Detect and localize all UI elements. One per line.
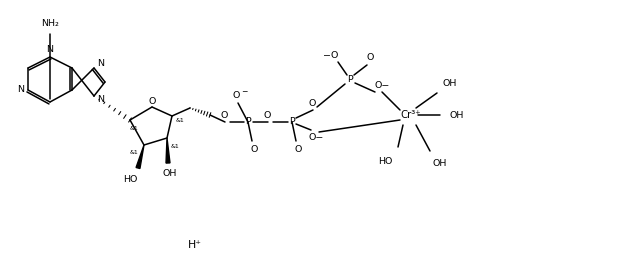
Text: O−: O− — [374, 81, 390, 90]
Text: N: N — [17, 86, 25, 95]
Text: OH: OH — [163, 169, 177, 178]
Text: N: N — [98, 95, 105, 104]
Text: &1: &1 — [171, 144, 180, 149]
Text: Cr³⁺: Cr³⁺ — [400, 110, 422, 120]
Text: O: O — [263, 111, 271, 120]
Text: O: O — [294, 144, 301, 153]
Text: OH: OH — [443, 78, 457, 87]
Text: N: N — [46, 45, 53, 54]
Text: −O: −O — [323, 51, 339, 59]
Text: N: N — [98, 59, 105, 68]
Text: P: P — [245, 117, 251, 126]
Text: &1: &1 — [129, 150, 139, 155]
Text: HO: HO — [378, 156, 392, 166]
Text: HO: HO — [123, 175, 137, 183]
Text: O: O — [308, 98, 316, 108]
Text: &1: &1 — [176, 119, 184, 123]
Text: P: P — [289, 117, 295, 126]
Text: O: O — [220, 111, 228, 120]
Text: O: O — [250, 144, 258, 153]
Text: O−: O− — [308, 133, 324, 142]
Text: &1: &1 — [129, 126, 139, 131]
Text: OH: OH — [433, 160, 447, 169]
Text: H⁺: H⁺ — [188, 240, 202, 250]
Polygon shape — [166, 138, 170, 163]
Text: −: − — [241, 87, 247, 97]
Text: O: O — [149, 97, 156, 106]
Polygon shape — [136, 145, 144, 169]
Text: O: O — [232, 90, 240, 100]
Text: NH₂: NH₂ — [41, 20, 59, 29]
Text: OH: OH — [450, 111, 464, 120]
Text: P: P — [347, 76, 353, 84]
Text: O: O — [366, 54, 374, 62]
